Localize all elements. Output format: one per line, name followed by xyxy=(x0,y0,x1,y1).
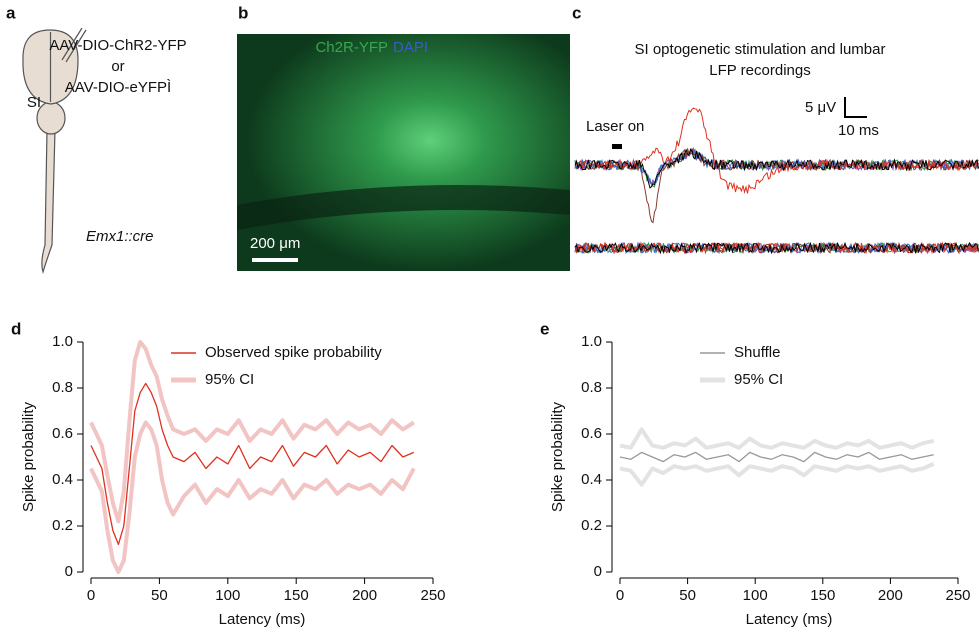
charts: d 0 0.2 0.4 0.6 0.8 1.0 0 50 100 150 200 250 Latency … xyxy=(11,319,971,627)
brain-drawing xyxy=(22,27,87,275)
stain-label: DAPI xyxy=(393,39,428,56)
micrograph xyxy=(237,34,570,271)
lfp-trace xyxy=(574,107,979,195)
data-line xyxy=(619,451,934,463)
injection-text: AAV-DIO-ChR2-YFP xyxy=(49,37,186,54)
x-tick-label: 0 xyxy=(616,587,624,604)
y-tick-label: 0.2 xyxy=(581,517,602,534)
laser-label: Laser on xyxy=(586,118,644,135)
x-tick-label: 0 xyxy=(87,587,95,604)
x-tick-label: 50 xyxy=(151,587,168,604)
x-tick-label: 200 xyxy=(878,587,903,604)
data-line xyxy=(90,382,415,546)
genotype-label: Emx1::cre xyxy=(86,228,154,245)
panel-label: b xyxy=(238,3,248,22)
ci-line xyxy=(89,340,415,524)
x-tick-label: 150 xyxy=(284,587,309,604)
scale-label: 5 μV xyxy=(805,99,836,116)
legend-label: Shuffle xyxy=(734,344,780,361)
panel-label: e xyxy=(540,319,549,338)
injection-text: AAV-DIO-eYFPÌ xyxy=(65,79,171,96)
legend-label: Observed spike probability xyxy=(205,344,382,361)
y-tick-label: 0.4 xyxy=(52,471,73,488)
injection-text: or xyxy=(111,58,124,75)
ci-line xyxy=(89,420,416,574)
x-axis-label: Latency (ms) xyxy=(219,611,306,628)
panel-label: a xyxy=(6,3,16,22)
panel-title: SI optogenetic stimulation and lumbar xyxy=(635,41,886,58)
y-tick-label: 0.2 xyxy=(52,517,73,534)
y-tick-label: 0 xyxy=(594,563,602,580)
panel-title: LFP recordings xyxy=(709,62,810,79)
scale-label: 10 ms xyxy=(838,122,879,139)
y-axis-label: Spike probability xyxy=(549,401,566,512)
ci-line xyxy=(619,462,935,487)
ci-line xyxy=(619,427,935,450)
scale-bar xyxy=(252,258,298,262)
laser-bar xyxy=(612,144,622,149)
y-tick-label: 1.0 xyxy=(52,333,73,350)
panel-label: d xyxy=(11,319,21,338)
scale-bar xyxy=(844,97,867,118)
legend-label: 95% CI xyxy=(734,371,783,388)
panel-label: c xyxy=(572,3,581,22)
scale-label: 200 μm xyxy=(250,235,300,252)
micrograph-feature xyxy=(237,185,570,230)
x-tick-label: 100 xyxy=(215,587,240,604)
lfp-trace xyxy=(574,241,979,255)
y-tick-label: 0.8 xyxy=(581,379,602,396)
lfp-trace xyxy=(574,148,979,189)
y-tick-label: 1.0 xyxy=(581,333,602,350)
x-tick-label: 250 xyxy=(420,587,445,604)
stain-label: Ch2R-YFP xyxy=(315,39,388,56)
x-tick-label: 50 xyxy=(679,587,696,604)
region-label: SI xyxy=(27,94,41,111)
y-tick-label: 0.4 xyxy=(581,471,602,488)
x-tick-label: 200 xyxy=(352,587,377,604)
y-tick-label: 0.8 xyxy=(52,379,73,396)
x-tick-label: 100 xyxy=(743,587,768,604)
x-tick-label: 150 xyxy=(810,587,835,604)
y-tick-label: 0.6 xyxy=(52,425,73,442)
x-axis-label: Latency (ms) xyxy=(746,611,833,628)
lfp-trace xyxy=(574,147,979,224)
y-tick-label: 0.6 xyxy=(581,425,602,442)
x-tick-label: 250 xyxy=(945,587,970,604)
legend-label: 95% CI xyxy=(205,371,254,388)
y-axis-label: Spike probability xyxy=(20,401,37,512)
lfp-traces xyxy=(574,107,979,255)
y-tick-label: 0 xyxy=(65,563,73,580)
